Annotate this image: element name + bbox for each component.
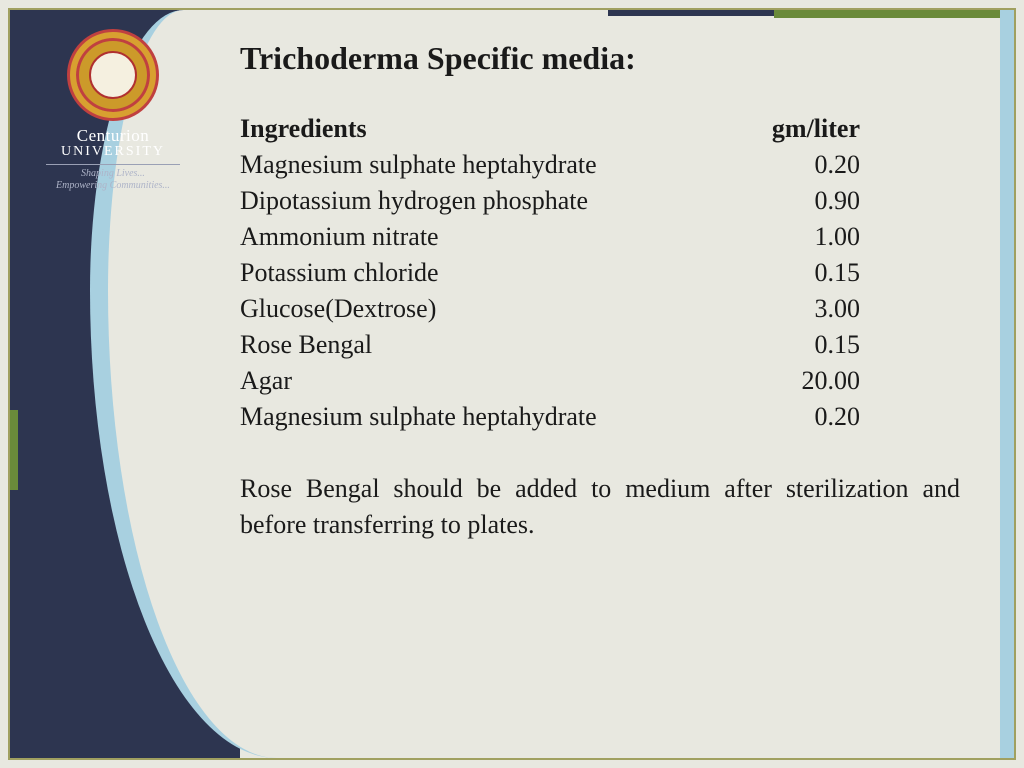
slide-frame: Centurion UNIVERSITY Shaping Lives... Em… (8, 8, 1016, 760)
cell-amount: 1.00 (740, 219, 860, 255)
cell-ingredient: Magnesium sulphate heptahydrate (240, 147, 740, 183)
cell-amount: 20.00 (740, 363, 860, 399)
cell-ingredient: Rose Bengal (240, 327, 740, 363)
cell-ingredient: Magnesium sulphate heptahydrate (240, 399, 740, 435)
table-row: Potassium chloride 0.15 (240, 255, 980, 291)
tagline-2: Empowering Communities... (38, 180, 188, 192)
branding-block: Centurion UNIVERSITY Shaping Lives... Em… (38, 32, 188, 192)
top-strip-accent (774, 8, 1014, 18)
cell-amount: 0.15 (740, 255, 860, 291)
right-accent-bar (1000, 10, 1014, 758)
content-area: Trichoderma Specific media: Ingredients … (240, 40, 980, 543)
cell-ingredient: Ammonium nitrate (240, 219, 740, 255)
table-row: Glucose(Dextrose) 3.00 (240, 291, 980, 327)
divider (46, 164, 180, 165)
university-sub: UNIVERSITY (38, 144, 188, 160)
footnote: Rose Bengal should be added to medium af… (240, 471, 960, 543)
cell-amount: 0.90 (740, 183, 860, 219)
table-row: Magnesium sulphate heptahydrate 0.20 (240, 147, 980, 183)
table-header: Ingredients gm/liter (240, 111, 980, 147)
table-row: Dipotassium hydrogen phosphate 0.90 (240, 183, 980, 219)
university-logo-icon (70, 32, 156, 118)
cell-ingredient: Glucose(Dextrose) (240, 291, 740, 327)
table-row: Ammonium nitrate 1.00 (240, 219, 980, 255)
left-green-accent (8, 410, 18, 490)
cell-amount: 0.15 (740, 327, 860, 363)
cell-ingredient: Agar (240, 363, 740, 399)
cell-amount: 3.00 (740, 291, 860, 327)
header-amount: gm/liter (740, 111, 860, 147)
cell-amount: 0.20 (740, 399, 860, 435)
table-row: Magnesium sulphate heptahydrate 0.20 (240, 399, 980, 435)
cell-ingredient: Dipotassium hydrogen phosphate (240, 183, 740, 219)
university-name: Centurion (38, 126, 188, 146)
cell-ingredient: Potassium chloride (240, 255, 740, 291)
cell-amount: 0.20 (740, 147, 860, 183)
ingredients-table: Ingredients gm/liter Magnesium sulphate … (240, 111, 980, 435)
table-row: Agar 20.00 (240, 363, 980, 399)
table-row: Rose Bengal 0.15 (240, 327, 980, 363)
header-ingredient: Ingredients (240, 111, 740, 147)
slide-title: Trichoderma Specific media: (240, 40, 980, 77)
tagline-1: Shaping Lives... (38, 168, 188, 180)
